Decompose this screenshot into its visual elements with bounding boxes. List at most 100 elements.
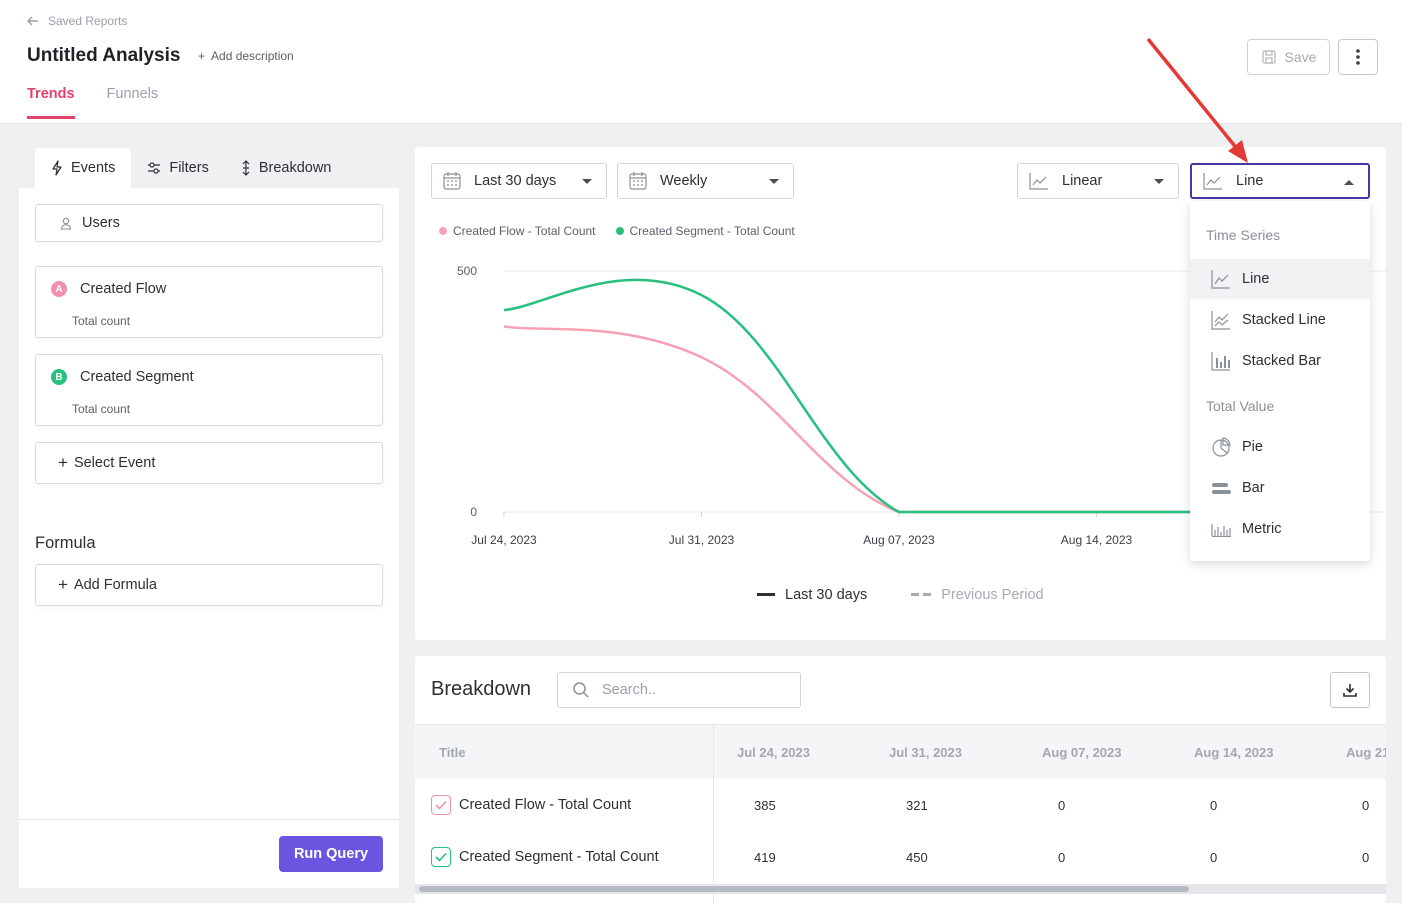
check-icon	[435, 852, 447, 862]
tab-events[interactable]: Events	[35, 148, 132, 188]
add-description-label: Add description	[211, 49, 294, 63]
scrollbar-thumb[interactable]	[419, 886, 1189, 892]
date-range-select[interactable]: Last 30 days	[431, 163, 607, 199]
cell-value: 385	[754, 798, 776, 813]
more-options-button[interactable]	[1338, 39, 1378, 75]
user-icon	[60, 217, 72, 230]
option-line[interactable]: Line	[1190, 259, 1370, 299]
scale-select[interactable]: Linear	[1017, 163, 1179, 199]
search-icon	[573, 682, 589, 698]
series-line	[503, 325, 1294, 514]
solid-line-icon	[757, 593, 775, 596]
cell-value: 0	[1362, 850, 1370, 865]
legend-item[interactable]: Created Segment - Total Count	[615, 224, 795, 238]
column-date[interactable]: Aug 21	[1346, 745, 1386, 760]
interval-select[interactable]: Weekly	[617, 163, 794, 199]
option-metric[interactable]: Metric	[1190, 509, 1370, 549]
tab-filters[interactable]: Filters	[131, 148, 224, 188]
caret-down-icon	[582, 179, 592, 184]
event-card-b[interactable]: B Created Segment Total count	[35, 354, 383, 426]
tab-funnels[interactable]: Funnels	[106, 86, 159, 102]
date-range-value: Last 30 days	[474, 173, 557, 189]
users-label: Users	[82, 215, 120, 231]
table-header: Title Jul 24, 2023 Jul 31, 2023 Aug 07, …	[415, 724, 1386, 779]
interval-value: Weekly	[660, 173, 708, 189]
y-tick-label: 500	[457, 264, 477, 278]
period-current-label: Last 30 days	[785, 587, 868, 603]
column-date[interactable]: Jul 24, 2023	[737, 745, 810, 760]
period-previous-label: Previous Period	[941, 587, 1044, 603]
divider	[19, 819, 399, 820]
search-placeholder: Search..	[602, 682, 656, 698]
run-query-button[interactable]: Run Query	[279, 836, 383, 872]
row-checkbox[interactable]	[431, 795, 451, 815]
cell-value: 450	[906, 850, 928, 865]
option-stacked-bar[interactable]: Stacked Bar	[1190, 341, 1370, 381]
page-header: Saved Reports Untitled Analysis + Add de…	[0, 0, 1402, 124]
row-checkbox[interactable]	[431, 847, 451, 867]
users-selector[interactable]: Users	[35, 204, 383, 242]
back-to-saved-reports[interactable]: Saved Reports	[26, 14, 127, 28]
column-date[interactable]: Aug 07, 2023	[1042, 745, 1122, 760]
period-current[interactable]: Last 30 days	[757, 587, 867, 603]
legend-dot	[439, 227, 447, 235]
horizontal-scrollbar[interactable]	[415, 884, 1386, 894]
event-card-a[interactable]: A Created Flow Total count	[35, 266, 383, 338]
save-button[interactable]: Save	[1247, 39, 1330, 75]
event-aggregation[interactable]: Total count	[72, 402, 131, 416]
option-label: Pie	[1242, 439, 1263, 455]
option-label: Metric	[1242, 521, 1282, 537]
option-pie[interactable]: Pie	[1190, 427, 1370, 467]
option-bar[interactable]: Bar	[1190, 468, 1370, 508]
period-legend: Last 30 days Previous Period	[757, 587, 1044, 603]
query-builder-panel: Users A Created Flow Total count B Creat…	[19, 188, 399, 888]
group-time-series: Time Series	[1206, 227, 1281, 243]
cell-value: 321	[906, 798, 928, 813]
legend-label: Created Segment - Total Count	[629, 224, 795, 238]
bar-chart-icon	[1212, 483, 1231, 494]
legend-label: Created Flow - Total Count	[453, 224, 596, 238]
download-button[interactable]	[1330, 672, 1370, 708]
column-date[interactable]: Jul 31, 2023	[889, 745, 962, 760]
x-tick-label: Jul 24, 2023	[471, 533, 537, 547]
event-badge-a: A	[51, 281, 67, 297]
select-event-label: Select Event	[73, 455, 156, 471]
cell-value: 419	[754, 850, 776, 865]
option-label: Line	[1242, 271, 1270, 287]
chart-type-select[interactable]: Line	[1190, 163, 1370, 199]
option-label: Stacked Bar	[1242, 353, 1321, 369]
branch-icon	[242, 160, 250, 176]
caret-up-icon	[1344, 180, 1354, 185]
trend-line-chart: 0 500 Jul 24, 2023 Jul 31, 2023 Aug 07, 2023…	[457, 264, 1386, 547]
column-date[interactable]: Aug 14, 2023	[1194, 745, 1274, 760]
plus-icon: +	[58, 575, 68, 594]
breakdown-search-input[interactable]: Search..	[557, 672, 801, 708]
page-title[interactable]: Untitled Analysis	[27, 45, 181, 66]
arrow-left-icon	[27, 16, 38, 26]
add-formula-button[interactable]: + Add Formula	[35, 564, 383, 606]
option-stacked-line[interactable]: Stacked Line	[1190, 300, 1370, 340]
column-title[interactable]: Title	[439, 745, 466, 760]
line-chart-icon	[1029, 173, 1048, 190]
tab-trends[interactable]: Trends	[27, 86, 75, 119]
caret-down-icon	[769, 179, 779, 184]
floppy-disk-icon	[1261, 50, 1276, 64]
line-chart-icon	[1211, 270, 1230, 289]
breakdown-title: Breakdown	[431, 678, 532, 700]
legend-item[interactable]: Created Flow - Total Count	[439, 224, 596, 238]
scale-value: Linear	[1062, 173, 1103, 189]
save-label: Save	[1284, 49, 1317, 65]
option-label: Bar	[1242, 480, 1265, 496]
tab-breakdown[interactable]: Breakdown	[225, 148, 348, 188]
add-formula-label: Add Formula	[73, 577, 157, 593]
tab-filters-label: Filters	[169, 160, 209, 176]
sliders-icon	[148, 162, 161, 174]
download-icon	[1343, 684, 1357, 697]
add-description-button[interactable]: + Add description	[198, 49, 294, 63]
dashed-line-icon	[911, 593, 932, 596]
period-previous[interactable]: Previous Period	[911, 587, 1044, 603]
plus-icon: +	[198, 49, 206, 63]
select-event-button[interactable]: + Select Event	[35, 442, 383, 484]
stacked-line-chart-icon	[1211, 311, 1230, 330]
event-aggregation[interactable]: Total count	[72, 314, 131, 328]
